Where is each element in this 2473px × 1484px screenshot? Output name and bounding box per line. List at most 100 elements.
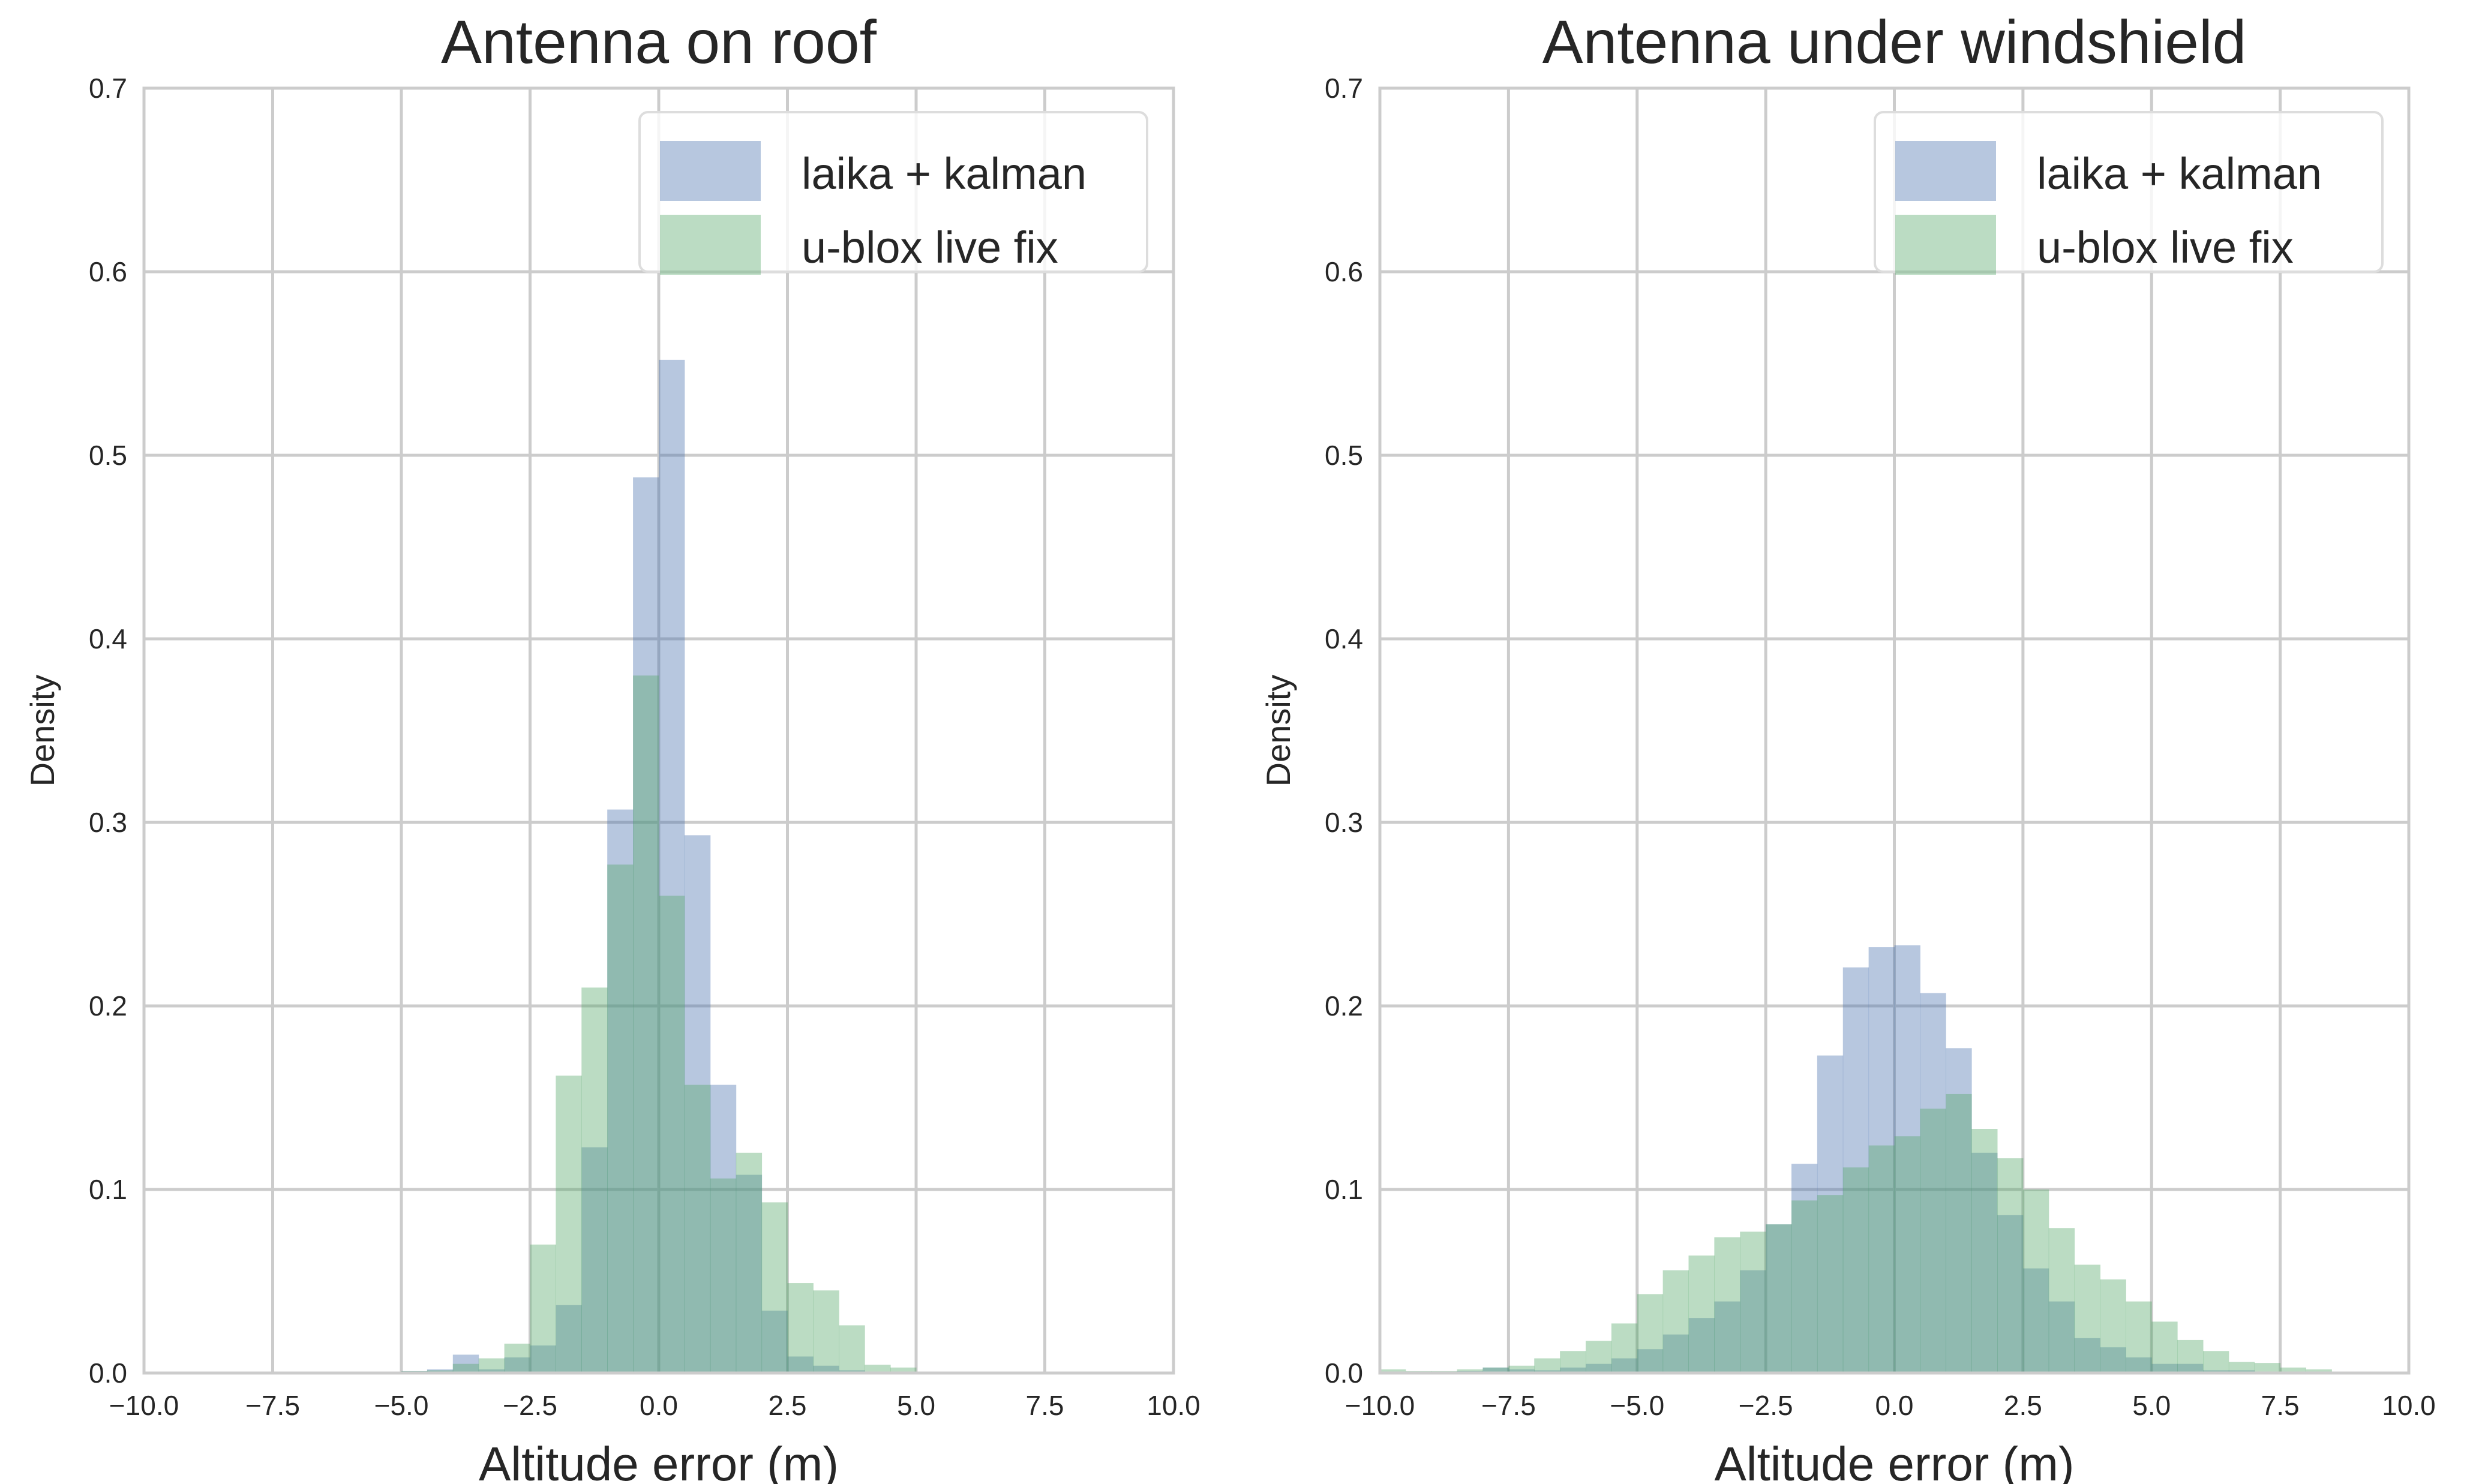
axes-frame bbox=[1378, 86, 2411, 1375]
histogram-bar bbox=[1971, 1152, 1998, 1373]
x-tick-label: −10.0 bbox=[1345, 1390, 1415, 1421]
histogram-bar bbox=[1971, 1129, 1998, 1373]
y-tick-label: 0.5 bbox=[1325, 440, 1363, 471]
y-tick-label: 0.6 bbox=[89, 256, 127, 287]
histogram-bar bbox=[1920, 1109, 1946, 1373]
histogram-bar bbox=[1920, 993, 1946, 1373]
y-tick-label: 0.7 bbox=[1325, 73, 1363, 104]
histogram-bar bbox=[452, 1354, 479, 1373]
histogram-bar bbox=[478, 1358, 505, 1373]
histogram-bar bbox=[2306, 1369, 2332, 1373]
histogram-bar bbox=[684, 1085, 711, 1373]
histogram-bar bbox=[1637, 1349, 1664, 1373]
histogram-bar bbox=[556, 1305, 582, 1373]
histogram-bar bbox=[1560, 1367, 1586, 1373]
x-tick-label: −7.5 bbox=[1481, 1390, 1536, 1421]
y-tick-label: 0.0 bbox=[89, 1357, 127, 1389]
x-tick-label: 0.0 bbox=[640, 1390, 678, 1421]
histogram-bar bbox=[607, 864, 634, 1373]
histogram-bar bbox=[1508, 1369, 1535, 1373]
histogram-bar bbox=[633, 675, 659, 1373]
histogram-bar bbox=[1611, 1323, 1638, 1373]
histogram-bar bbox=[659, 896, 685, 1373]
y-tick-label: 0.5 bbox=[89, 440, 127, 471]
legend-swatch bbox=[1895, 141, 1996, 201]
legend: laika + kalman u-blox live fix bbox=[1874, 111, 2384, 275]
y-tick-label: 0.1 bbox=[1325, 1174, 1363, 1205]
histogram-bar bbox=[1482, 1367, 1509, 1373]
histogram-bar bbox=[2203, 1351, 2229, 1373]
y-tick-label: 0.4 bbox=[1325, 623, 1363, 654]
histogram-bar bbox=[2022, 1189, 2049, 1373]
histogram-bar bbox=[1637, 1294, 1664, 1373]
histogram-bar bbox=[736, 1152, 763, 1373]
histogram-bar bbox=[2048, 1301, 2075, 1373]
legend: laika + kalman u-blox live fix bbox=[638, 111, 1148, 275]
histogram-bar bbox=[813, 1365, 839, 1373]
y-tick-label: 0.0 bbox=[1325, 1357, 1363, 1389]
legend-swatch bbox=[1895, 215, 1996, 275]
histogram-bar bbox=[710, 1178, 737, 1373]
axes-frame bbox=[142, 86, 1175, 1375]
histogram-bar bbox=[1997, 1215, 2024, 1373]
x-tick-label: 2.5 bbox=[769, 1390, 807, 1421]
x-tick-label: −10.0 bbox=[109, 1390, 179, 1421]
legend-swatch bbox=[660, 141, 761, 201]
histogram-bar bbox=[1842, 1167, 1869, 1373]
histogram-bar bbox=[1586, 1341, 1612, 1373]
x-tick-label: 10.0 bbox=[1147, 1390, 1201, 1421]
histogram-bar bbox=[452, 1363, 479, 1373]
histogram-bar bbox=[1482, 1367, 1509, 1373]
x-tick-label: 5.0 bbox=[897, 1390, 935, 1421]
x-tick-label: −2.5 bbox=[1739, 1390, 1793, 1421]
histogram-bar bbox=[2100, 1279, 2126, 1373]
chart-title: Antenna under windshield bbox=[1542, 8, 2247, 76]
histogram-bar bbox=[1868, 1145, 1895, 1373]
histogram-bar bbox=[607, 809, 634, 1373]
x-tick-label: −2.5 bbox=[503, 1390, 557, 1421]
subplot-1: −10.0 −7.5 −5.0 −2.5 0.0 2.5 5.0 7.5 10.0 0.0 0.1 0… bbox=[23, 8, 1201, 1484]
series-ublox-live-fix bbox=[401, 675, 917, 1373]
histogram-bar bbox=[633, 477, 659, 1373]
y-tick-label: 0.6 bbox=[1325, 256, 1363, 287]
legend-swatch bbox=[660, 215, 761, 275]
histogram-bar bbox=[684, 835, 711, 1373]
y-axis-label: Density bbox=[1259, 675, 1297, 787]
histogram-bar bbox=[1817, 1195, 1844, 1373]
x-tick-label: 0.0 bbox=[1875, 1390, 1914, 1421]
x-tick-label: −5.0 bbox=[374, 1390, 429, 1421]
histogram-bar bbox=[1534, 1358, 1560, 1373]
legend-label: u-blox live fix bbox=[802, 223, 1058, 272]
histogram-bar bbox=[2177, 1363, 2204, 1373]
histogram-bar bbox=[1791, 1164, 1818, 1373]
histogram-bar bbox=[2074, 1338, 2100, 1373]
histogram-bar bbox=[530, 1244, 556, 1373]
series-ublox-live-fix bbox=[1380, 1094, 2332, 1373]
histogram-bar bbox=[2126, 1357, 2152, 1373]
histogram-bar bbox=[1611, 1358, 1638, 1373]
histogram-bar bbox=[581, 1147, 608, 1373]
histogram-bar bbox=[1946, 1094, 1972, 1373]
histogram-bar bbox=[1740, 1270, 1766, 1373]
y-tick-label: 0.1 bbox=[89, 1174, 127, 1205]
histogram-bar bbox=[504, 1357, 530, 1373]
histogram-bar bbox=[1766, 1224, 1792, 1373]
x-tick-label: −7.5 bbox=[245, 1390, 300, 1421]
histogram-bar bbox=[1662, 1270, 1689, 1373]
histogram-bar bbox=[1714, 1301, 1740, 1373]
histogram-bar bbox=[2228, 1362, 2255, 1373]
histogram-bar bbox=[710, 1085, 737, 1373]
histogram-bar bbox=[2254, 1363, 2281, 1373]
histogram-bar bbox=[1766, 1224, 1792, 1373]
y-tick-label: 0.3 bbox=[1325, 807, 1363, 838]
series-laika-kalman bbox=[1457, 945, 2255, 1373]
histogram-bar bbox=[1714, 1237, 1740, 1373]
y-axis-label: Density bbox=[23, 675, 61, 787]
histogram-bar bbox=[839, 1325, 865, 1373]
histogram-bar bbox=[581, 987, 608, 1373]
histogram-bar bbox=[2151, 1363, 2178, 1373]
histogram-bar bbox=[865, 1365, 891, 1373]
y-tick-label: 0.2 bbox=[89, 990, 127, 1022]
histogram-bar bbox=[2177, 1339, 2204, 1373]
histogram-bar bbox=[1560, 1351, 1586, 1373]
